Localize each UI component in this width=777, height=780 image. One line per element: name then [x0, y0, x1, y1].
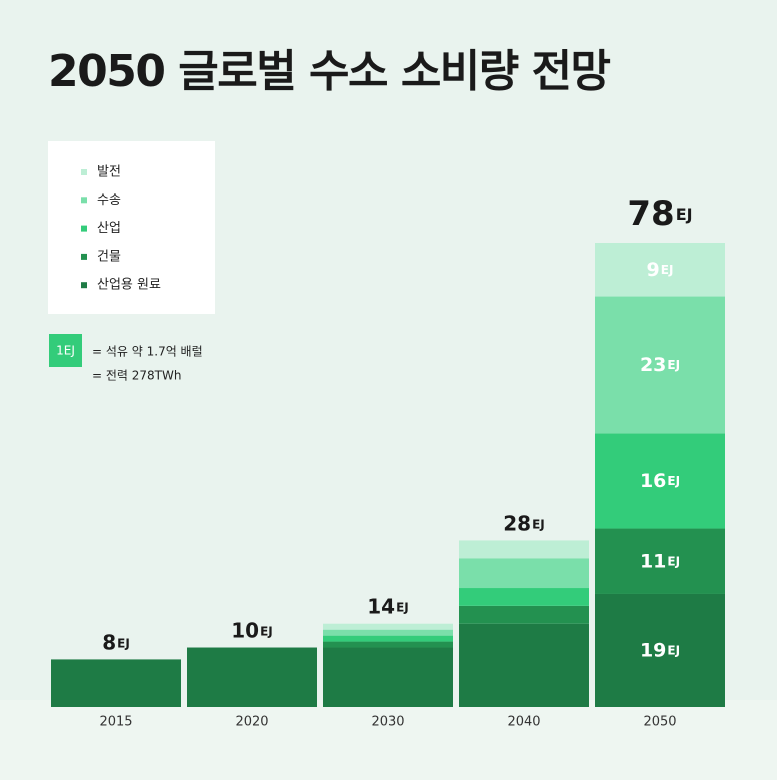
segment-unit: EJ: [667, 554, 680, 568]
bar-segment: [459, 588, 589, 606]
total-value: 78: [627, 194, 674, 234]
x-tick-label: 2040: [507, 715, 540, 730]
segment-value: 16: [640, 469, 666, 491]
bar-segment: [323, 623, 453, 630]
legend-swatch: [81, 197, 87, 204]
bar-segment: [459, 540, 589, 559]
x-tick-label: 2030: [371, 715, 404, 730]
bar-segment: [459, 623, 589, 707]
bar-segment: [595, 243, 725, 297]
bar-segment: [323, 647, 453, 707]
segment-label: 16EJ: [640, 469, 680, 491]
legend-swatch: [81, 253, 87, 260]
segment-label: 9EJ: [647, 258, 674, 280]
segment-value: 11: [640, 550, 666, 572]
segment-unit: EJ: [661, 262, 674, 276]
legend-swatch: [81, 282, 87, 289]
segment-label: 23EJ: [640, 353, 680, 375]
bar-segment: [595, 433, 725, 529]
legend-box: [48, 141, 215, 314]
bar-segment: [187, 647, 317, 707]
segment-unit: EJ: [667, 473, 680, 487]
total-unit: EJ: [676, 205, 693, 224]
total-label: 28EJ: [503, 511, 545, 535]
segment-unit: EJ: [667, 643, 680, 657]
total-unit: EJ: [117, 636, 130, 650]
segment-unit: EJ: [667, 357, 680, 371]
bar-segment: [323, 629, 453, 636]
segment-value: 23: [640, 353, 666, 375]
note-line: = 전력 278TWh: [92, 369, 181, 383]
total-value: 14: [367, 594, 395, 618]
note-badge: [49, 334, 82, 367]
total-value: 8: [102, 630, 116, 654]
legend-label: 산업용 원료: [97, 278, 161, 293]
segment-label: 19EJ: [640, 639, 680, 661]
x-tick-label: 2020: [235, 715, 268, 730]
total-unit: EJ: [260, 624, 273, 638]
legend-swatch: [81, 169, 87, 175]
x-tick-label: 2050: [643, 715, 676, 730]
total-value: 28: [503, 511, 531, 535]
chart-title: 2050 글로벌 수소 소비량 전망: [48, 46, 611, 97]
bar-segment: [323, 635, 453, 642]
legend-label: 수송: [97, 193, 121, 208]
total-value: 10: [231, 618, 259, 642]
segment-label: 11EJ: [640, 550, 680, 572]
total-unit: EJ: [396, 600, 409, 614]
legend-label: 산업: [97, 221, 121, 236]
total-label: 8EJ: [102, 630, 130, 654]
legend-swatch: [81, 225, 87, 232]
bar-segment: [323, 641, 453, 648]
bar-segment: [51, 659, 181, 707]
segment-value: 9: [647, 258, 660, 280]
x-tick-label: 2015: [99, 715, 132, 730]
bar-segment: [459, 605, 589, 624]
bar-segment: [595, 593, 725, 707]
bar-segment: [459, 558, 589, 589]
note-line: = 석유 약 1.7억 배럴: [92, 344, 203, 359]
legend-label: 발전: [97, 165, 121, 180]
legend-label: 건물: [97, 249, 121, 264]
segment-value: 19: [640, 639, 666, 661]
note-badge-text: 1EJ: [56, 344, 75, 358]
total-unit: EJ: [532, 517, 545, 531]
total-label: 10EJ: [231, 618, 273, 642]
total-label: 14EJ: [367, 594, 409, 618]
bottom-strip: [0, 700, 777, 780]
total-label: 78EJ: [627, 194, 692, 234]
bar-segment: [595, 528, 725, 594]
bar-segment: [595, 296, 725, 434]
